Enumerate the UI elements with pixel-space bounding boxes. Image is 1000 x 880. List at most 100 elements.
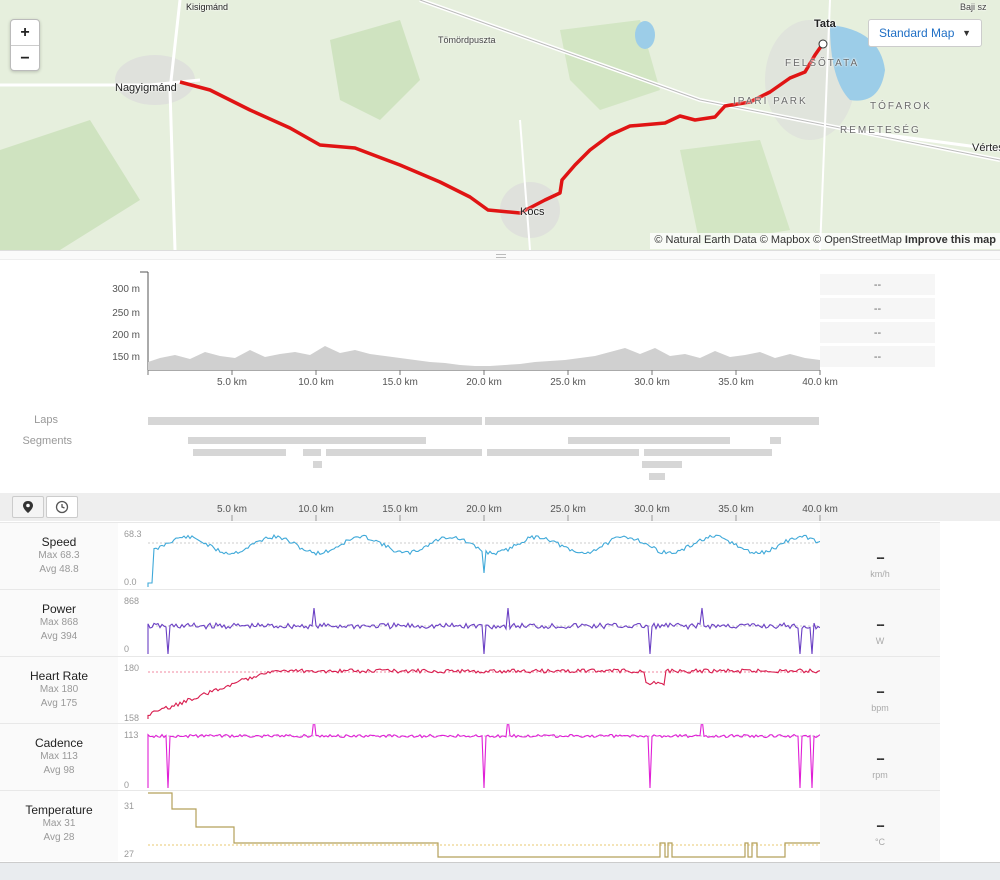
map-label-baji: Baji sz — [960, 2, 987, 12]
elev-x-tick: 35.0 km — [718, 377, 754, 388]
elev-x-tick: 40.0 km — [802, 377, 838, 388]
metric-name: Power — [41, 602, 76, 616]
metric-current-value: -- — [876, 616, 884, 632]
metric-label-block: Power Max 868 Avg 394 — [0, 590, 118, 656]
metric-row-power: Power Max 868 Avg 394 868 0 -- W — [0, 589, 940, 656]
toolbar-x-tick: 30.0 km — [634, 504, 670, 515]
elev-x-tick: 20.0 km — [466, 377, 502, 388]
metric-avg: Avg 28 — [43, 832, 75, 843]
metric-current-block: -- °C — [820, 791, 940, 861]
elevation-chart[interactable] — [0, 262, 1000, 392]
map-label-tofarok: TÓFAROK — [870, 101, 932, 112]
metric-bottom-value: 158 — [124, 713, 140, 723]
distance-mode-button[interactable] — [12, 496, 44, 518]
cadence-chart[interactable] — [120, 724, 820, 791]
metric-top-value: 180 — [124, 663, 140, 673]
metric-row-temperature: Temperature Max 31 Avg 28 31 27 -- °C — [0, 790, 940, 861]
metric-avg: Avg 48.8 — [39, 564, 79, 575]
zoom-control: + − — [10, 19, 40, 71]
metric-unit: bpm — [871, 703, 889, 713]
laps-label: Laps — [34, 414, 58, 426]
metric-label-block: Temperature Max 31 Avg 28 — [0, 791, 118, 861]
attribution-text: © Natural Earth Data © Mapbox © OpenStre… — [654, 234, 902, 246]
elevation-panel: 300 m 250 m 200 m 150 m 5.0 km 10.0 km 1… — [0, 262, 1000, 490]
map-pin-icon — [23, 501, 33, 513]
metric-current-block: -- rpm — [820, 724, 940, 790]
heart-rate-chart[interactable] — [120, 657, 820, 724]
elev-x-tick: 25.0 km — [550, 377, 586, 388]
map-label-tata: Tata — [814, 18, 836, 30]
toolbar-x-tick: 15.0 km — [382, 504, 418, 515]
elev-x-tick: 5.0 km — [216, 377, 247, 388]
toolbar-axis — [231, 515, 821, 521]
elev-y-tick: 300 m — [112, 284, 140, 295]
toolbar-x-tick: 40.0 km — [802, 504, 838, 515]
metric-avg: Avg 394 — [40, 631, 78, 642]
metric-name: Temperature — [25, 803, 93, 817]
metric-unit: km/h — [870, 569, 890, 579]
metric-bottom-value: 27 — [124, 849, 135, 859]
route-map[interactable]: Kisigmánd Nagyigmánd Tömördpuszta Tata F… — [0, 0, 1000, 250]
toolbar-x-tick: 5.0 km — [216, 504, 247, 515]
map-label-nagyigmand: Nagyigmánd — [115, 82, 177, 94]
metric-label-block: Heart Rate Max 180 Avg 175 — [0, 657, 118, 723]
map-label-felsotata: FELSŐTATA — [785, 58, 860, 69]
metric-current-value: -- — [876, 817, 884, 833]
power-chart[interactable] — [120, 590, 820, 657]
map-label-kocs: Kocs — [520, 206, 545, 218]
metric-label-block: Cadence Max 113 Avg 98 — [0, 724, 118, 790]
metric-name: Cadence — [34, 736, 84, 750]
zoom-out-button[interactable]: − — [11, 45, 39, 70]
metric-current-value: -- — [876, 549, 884, 565]
metric-current-value: -- — [876, 750, 884, 766]
segments-label: Segments — [22, 435, 72, 447]
map-label-vertes: Vértes — [972, 142, 1000, 154]
metric-avg: Avg 98 — [43, 765, 75, 776]
metric-row-speed: Speed Max 68.3 Avg 48.8 68.3 0.0 -- km/h — [0, 522, 940, 589]
caret-down-icon: ▼ — [962, 28, 971, 38]
elev-y-tick: 200 m — [112, 330, 140, 341]
metric-current-block: -- bpm — [820, 657, 940, 723]
elev-y-tick: 150 m — [112, 352, 140, 363]
chart-toolbar: 5.0 km 10.0 km 15.0 km 20.0 km 25.0 km 3… — [0, 493, 1000, 521]
metric-current-block: -- W — [820, 590, 940, 656]
temperature-chart[interactable] — [120, 791, 820, 862]
metric-top-value: 68.3 — [124, 529, 142, 539]
metric-row-heart-rate: Heart Rate Max 180 Avg 175 180 158 -- bp… — [0, 656, 940, 723]
map-label-ipari-park: IPARI PARK — [733, 96, 808, 107]
toolbar-x-tick: 20.0 km — [466, 504, 502, 515]
elev-x-tick: 10.0 km — [298, 377, 334, 388]
resize-handle-icon[interactable] — [496, 254, 506, 258]
metric-avg: Avg 175 — [40, 698, 78, 709]
speed-chart[interactable] — [120, 523, 820, 590]
metric-bottom-value: 0 — [124, 644, 130, 654]
elev-side-value: -- — [820, 298, 935, 320]
metric-top-value: 31 — [124, 801, 135, 811]
laps-segments-bars[interactable] — [0, 412, 1000, 482]
metric-max: Max 180 — [39, 684, 79, 695]
metric-unit: rpm — [872, 770, 888, 780]
metric-name: Heart Rate — [29, 669, 89, 683]
toolbar-x-tick: 25.0 km — [550, 504, 586, 515]
bottom-scrollbar[interactable] — [0, 862, 1000, 880]
toolbar-x-tick: 10.0 km — [298, 504, 334, 515]
map-label-remeteseg: REMETESÉG — [840, 125, 921, 136]
map-style-select[interactable]: Standard Map ▼ — [868, 19, 982, 47]
resize-divider[interactable] — [0, 250, 1000, 260]
metric-name: Speed — [41, 535, 77, 549]
toolbar-x-tick: 35.0 km — [718, 504, 754, 515]
improve-map-link[interactable]: Improve this map — [904, 234, 996, 246]
map-style-label: Standard Map — [879, 26, 955, 40]
elev-x-tick: 30.0 km — [634, 377, 670, 388]
map-label-kisigmand: Kisigmánd — [186, 2, 229, 12]
metric-top-value: 868 — [124, 596, 140, 606]
elev-side-value: -- — [820, 346, 935, 368]
metric-max: Max 68.3 — [38, 550, 80, 561]
zoom-in-button[interactable]: + — [20, 24, 30, 41]
time-mode-button[interactable] — [46, 496, 78, 518]
elev-side-value: -- — [820, 322, 935, 344]
metric-row-cadence: Cadence Max 113 Avg 98 113 0 -- rpm — [0, 723, 940, 790]
metric-max: Max 868 — [39, 617, 79, 628]
metric-bottom-value: 0.0 — [124, 577, 137, 587]
map-attribution: © Natural Earth Data © Mapbox © OpenStre… — [650, 233, 1000, 249]
